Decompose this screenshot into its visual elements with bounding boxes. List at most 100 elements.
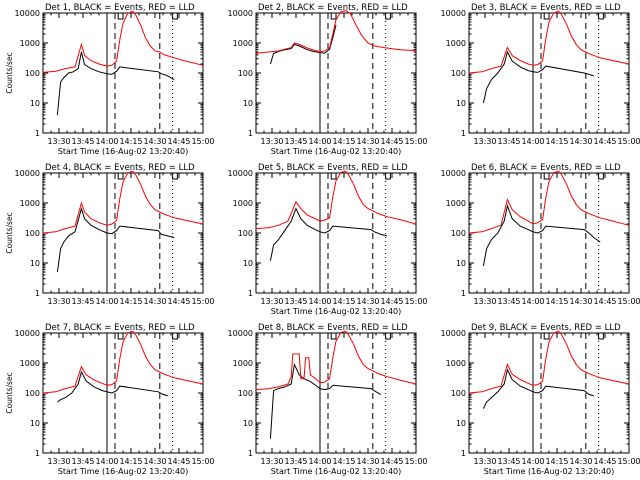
x-tick-label: 14:45	[380, 457, 403, 466]
state-bracket	[172, 333, 178, 340]
x-tick-label: 14:45	[167, 137, 190, 146]
x-tick-label: 13:45	[284, 297, 307, 306]
series-line-events	[482, 368, 594, 409]
chart-title: Det 2, BLACK = Events, RED = LLD	[258, 3, 408, 13]
x-tick-label: 14:00	[95, 137, 118, 146]
x-tick-label: 15:00	[191, 137, 214, 146]
y-tick-label: 100	[451, 69, 466, 78]
y-tick-label: 10000	[441, 329, 466, 338]
y-tick-label: 10	[30, 99, 40, 108]
y-tick-label: 100	[451, 389, 466, 398]
state-bracket	[598, 173, 604, 180]
y-tick-label: 10	[456, 259, 466, 268]
y-axis-label: Counts/sec	[5, 212, 14, 253]
x-tick-label: 15:00	[404, 137, 427, 146]
y-tick-label: 100	[25, 229, 40, 238]
series-line-events	[269, 24, 337, 65]
series-line-lld	[42, 10, 204, 73]
x-tick-label: 14:45	[380, 137, 403, 146]
series-line-events	[56, 206, 175, 273]
series-line-lld	[468, 170, 630, 234]
x-axis-label: Start Time (16-Aug-02 13:20:40)	[271, 307, 402, 316]
x-tick-label: 14:30	[569, 137, 592, 146]
series-line-events	[56, 51, 175, 115]
chart-title: Det 9, BLACK = Events, RED = LLD	[471, 323, 621, 333]
y-tick-label: 10000	[15, 329, 40, 338]
x-tick-label: 13:30	[473, 457, 496, 466]
x-tick-label: 13:30	[47, 137, 70, 146]
series-line-lld	[255, 10, 417, 54]
series-line-lld	[468, 330, 630, 394]
state-bracket	[172, 13, 178, 20]
x-tick-label: 15:00	[617, 457, 640, 466]
x-tick-label: 14:00	[521, 137, 544, 146]
chart-title: Det 8, BLACK = Events, RED = LLD	[258, 323, 408, 333]
state-bracket	[543, 173, 550, 180]
x-tick-label: 14:15	[332, 457, 355, 466]
y-tick-label: 1	[248, 129, 253, 138]
y-tick-label: 10000	[15, 9, 40, 18]
chart-panel-3: 1 10 100 1000 10000 13:30 13:45 14:00 14:15 14:30…	[441, 3, 640, 146]
chart-panel-2: 1 10 100 1000 10000 13:30 13:45 14:00 14:15 14:30…	[228, 3, 428, 156]
series-line-lld	[255, 170, 417, 230]
plot-frame	[255, 332, 417, 454]
y-tick-label: 10000	[441, 9, 466, 18]
y-tick-label: 1000	[20, 359, 40, 368]
y-tick-label: 1000	[446, 199, 466, 208]
y-tick-label: 1	[461, 129, 466, 138]
x-tick-label: 14:15	[119, 457, 142, 466]
y-tick-label: 1	[35, 449, 40, 458]
x-tick-label: 15:00	[404, 457, 427, 466]
x-tick-label: 15:00	[191, 457, 214, 466]
x-tick-label: 14:45	[593, 297, 616, 306]
x-axis-label: Start Time (16-Aug-02 13:20:40)	[58, 467, 189, 476]
x-tick-label: 13:45	[497, 297, 520, 306]
state-bracket	[117, 173, 124, 180]
y-tick-label: 10000	[15, 169, 40, 178]
x-tick-label: 14:15	[545, 457, 568, 466]
series-line-events	[57, 370, 168, 403]
state-bracket	[543, 333, 550, 340]
y-tick-label: 1000	[446, 39, 466, 48]
x-tick-label: 15:00	[617, 137, 640, 146]
x-tick-label: 13:30	[473, 137, 496, 146]
x-tick-label: 14:15	[332, 137, 355, 146]
plot-frame	[255, 12, 417, 134]
y-tick-label: 1000	[233, 359, 253, 368]
series-line-events	[482, 50, 594, 104]
y-tick-label: 1000	[20, 39, 40, 48]
x-tick-label: 14:45	[167, 297, 190, 306]
chart-title: Det 5, BLACK = Events, RED = LLD	[258, 163, 408, 173]
plot-frame	[468, 332, 630, 454]
y-tick-label: 1	[248, 449, 253, 458]
x-tick-label: 14:15	[545, 137, 568, 146]
y-tick-label: 10000	[441, 169, 466, 178]
y-tick-label: 1000	[446, 359, 466, 368]
x-tick-label: 15:00	[617, 297, 640, 306]
y-tick-label: 1000	[20, 199, 40, 208]
y-tick-label: 100	[238, 69, 253, 78]
y-tick-label: 100	[238, 389, 253, 398]
y-tick-label: 1	[461, 289, 466, 298]
y-tick-label: 10	[30, 419, 40, 428]
x-axis-label: Start Time (16-Aug-02 13:20:40)	[271, 467, 402, 476]
x-tick-label: 13:45	[497, 137, 520, 146]
y-tick-label: 10000	[228, 329, 253, 338]
plot-frame	[42, 12, 204, 134]
chart-title: Det 1, BLACK = Events, RED = LLD	[45, 3, 195, 13]
y-tick-label: 10	[456, 419, 466, 428]
state-bracket	[330, 173, 337, 180]
state-bracket	[598, 13, 604, 20]
x-tick-label: 13:45	[71, 137, 94, 146]
x-tick-label: 14:00	[95, 297, 118, 306]
chart-panel-4: 1 10 100 1000 10000 13:30 13:45 14:00 14:15 14:30…	[5, 163, 215, 306]
series-line-lld	[468, 10, 630, 74]
y-tick-label: 100	[25, 389, 40, 398]
plot-frame	[468, 172, 630, 294]
chart-panel-8: 1 10 100 1000 10000 13:30 13:45 14:00 14:15 14:30…	[228, 323, 428, 476]
series-line-lld	[42, 170, 204, 234]
x-tick-label: 13:30	[47, 297, 70, 306]
series-line-events	[482, 204, 601, 266]
x-tick-label: 13:45	[71, 297, 94, 306]
